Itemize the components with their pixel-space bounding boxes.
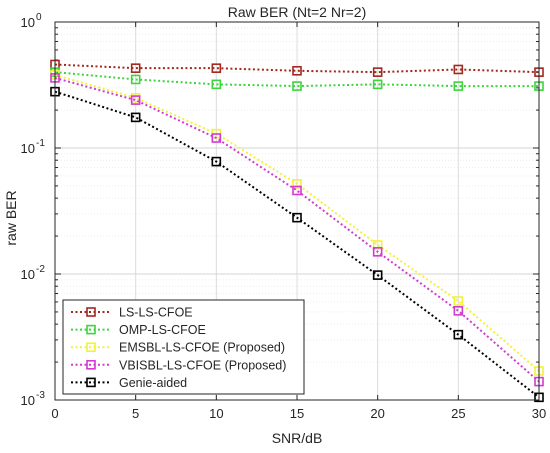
x-tick-label: 5 <box>132 406 139 421</box>
series-point <box>292 178 302 189</box>
y-tick-exponent: -1 <box>36 138 45 149</box>
series-point <box>211 79 222 90</box>
series-point <box>211 63 222 73</box>
series-point <box>453 306 464 316</box>
series-point <box>130 74 141 85</box>
series-point <box>372 247 383 257</box>
series-line-4 <box>54 90 540 399</box>
legend: LS-LS-CFOE OMP-LS-CFOE EMSBL-LS-CFOE (Prop… <box>62 299 305 395</box>
series-point <box>292 65 302 76</box>
legend-label: LS-LS-CFOE <box>119 306 193 320</box>
x-tick-label: 15 <box>290 406 304 421</box>
series-point <box>292 212 302 223</box>
legend-label: EMSBL-LS-CFOE (Proposed) <box>119 341 285 355</box>
series-point <box>292 81 302 91</box>
series-point <box>130 95 141 105</box>
series-point <box>211 133 222 143</box>
series-line-2 <box>54 73 540 372</box>
x-tick-label: 25 <box>451 406 465 421</box>
y-tick-exponent: 0 <box>36 12 42 23</box>
legend-marker <box>86 377 96 388</box>
series-point <box>292 185 302 196</box>
series-point <box>372 270 383 280</box>
series-point <box>211 156 222 167</box>
y-tick-exponent: -3 <box>36 390 45 401</box>
y-tick-exponent: -2 <box>36 264 45 275</box>
y-tick-label: 10 <box>21 141 35 156</box>
series-point <box>130 112 141 123</box>
y-tick-label: 10 <box>21 15 35 30</box>
series-point <box>372 67 383 77</box>
series-point <box>453 296 464 306</box>
series-point <box>453 64 464 75</box>
legend-label: Genie-aided <box>119 376 187 390</box>
y-tick-label: 10 <box>21 267 35 282</box>
legend-marker <box>86 359 96 370</box>
axes-box <box>54 21 540 401</box>
x-tick-label: 20 <box>370 406 384 421</box>
series-point <box>453 81 464 91</box>
legend-label: VBISBL-LS-CFOE (Proposed) <box>119 358 286 372</box>
legend-label: OMP-LS-CFOE <box>119 323 206 337</box>
y-axis-label: raw BER <box>3 190 19 245</box>
series-point <box>372 240 383 250</box>
x-tick-label: 30 <box>532 406 546 421</box>
x-tick-label: 10 <box>209 406 223 421</box>
legend-marker <box>86 307 96 317</box>
series-point <box>372 79 383 90</box>
x-tick-label: 0 <box>51 406 58 421</box>
legend-marker <box>86 324 96 335</box>
y-tick-label: 10 <box>21 393 35 408</box>
chart-title: Raw BER (Nt=2 Nr=2) <box>228 4 366 20</box>
legend-marker <box>86 342 96 353</box>
x-axis-label: SNR/dB <box>272 430 323 446</box>
series-point <box>130 63 141 73</box>
series-point <box>453 329 464 340</box>
